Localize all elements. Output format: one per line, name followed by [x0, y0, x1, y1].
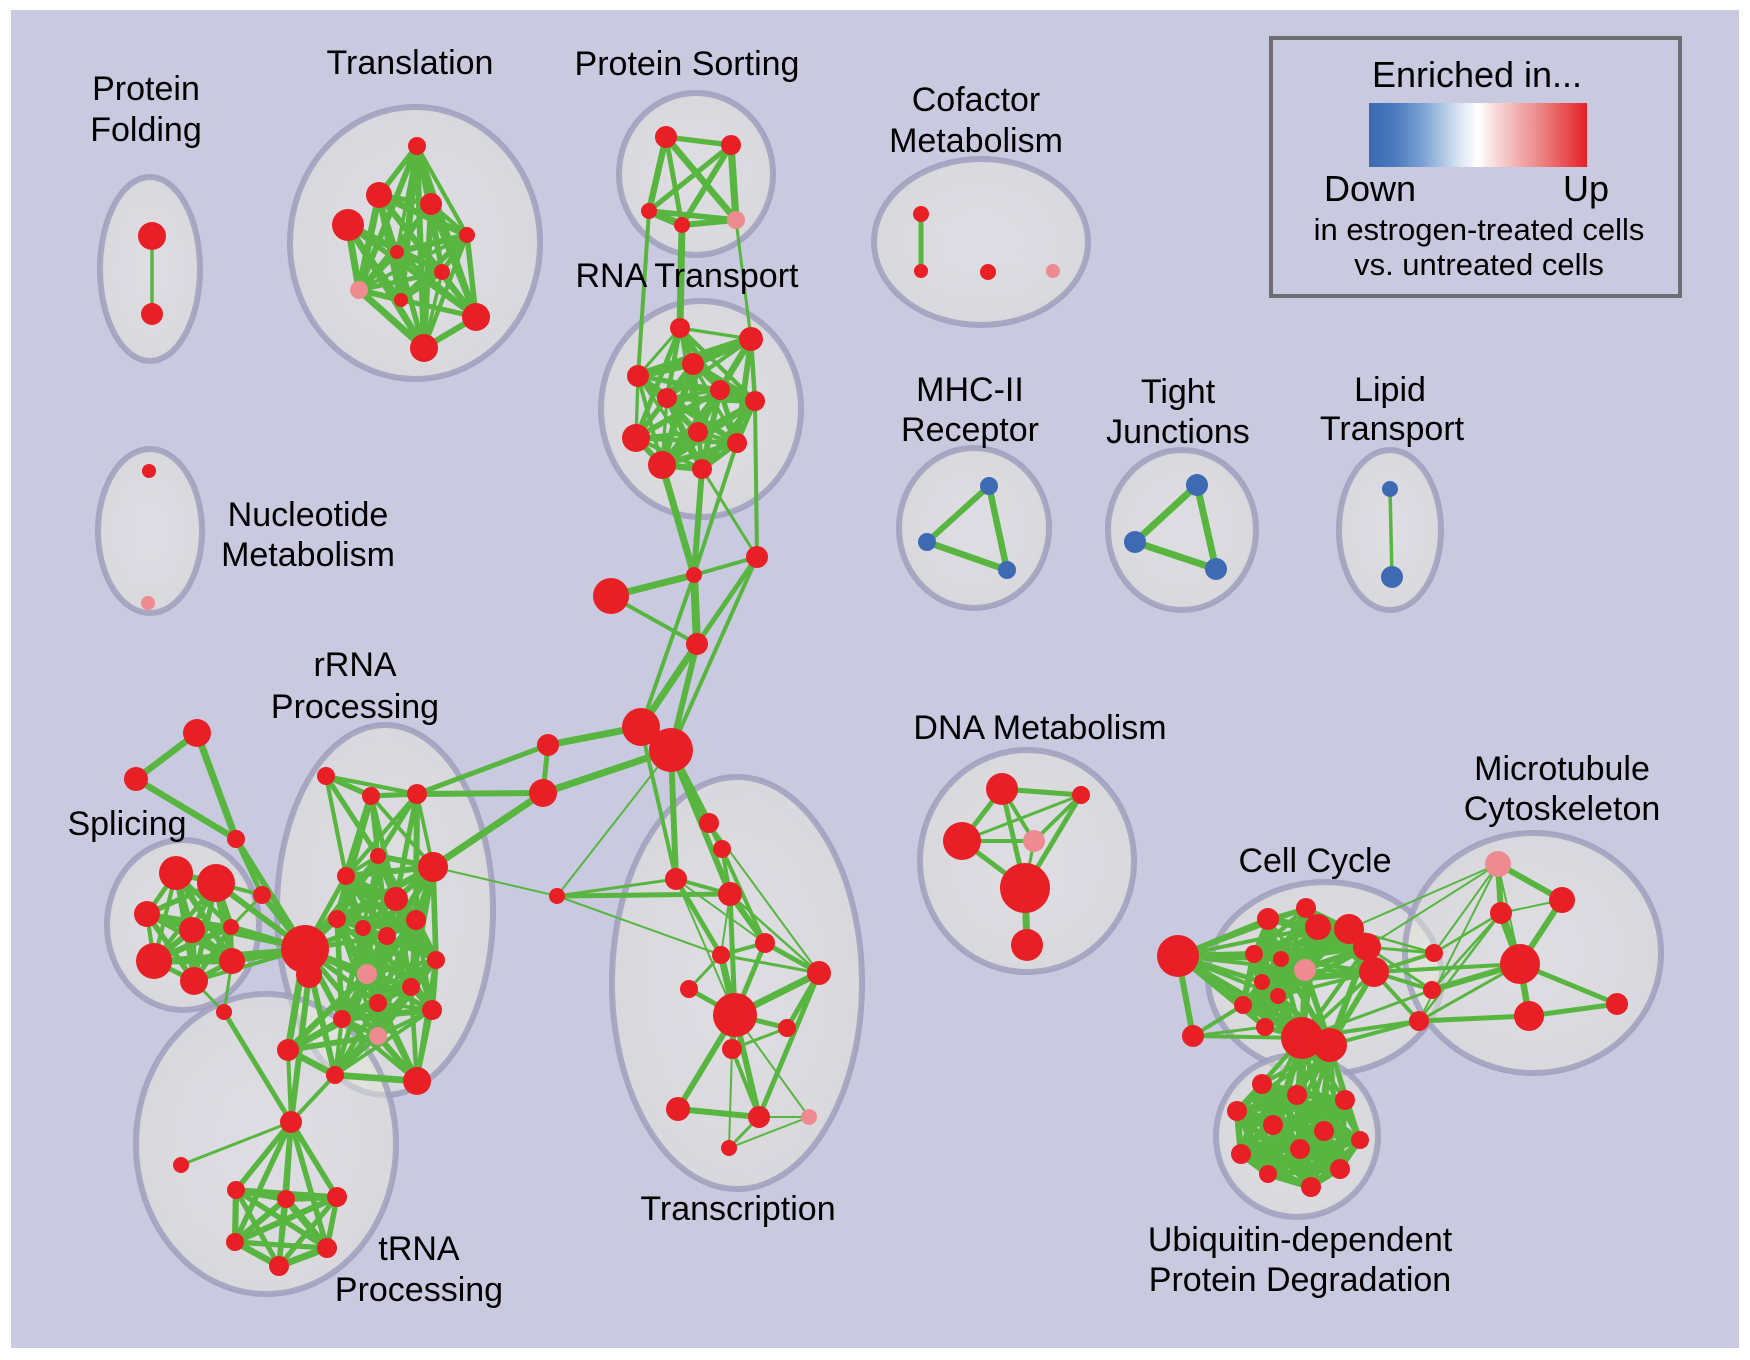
svg-text:Splicing: Splicing — [67, 805, 186, 843]
svg-text:in estrogen-treated cells: in estrogen-treated cells — [1314, 212, 1645, 247]
svg-text:vs. untreated cells: vs. untreated cells — [1354, 247, 1604, 282]
svg-text:Transport: Transport — [1320, 410, 1465, 448]
svg-text:Cell Cycle: Cell Cycle — [1238, 842, 1391, 880]
svg-text:MHC-II: MHC-II — [916, 371, 1024, 409]
svg-text:Protein Degradation: Protein Degradation — [1149, 1261, 1451, 1299]
svg-text:Nucleotide: Nucleotide — [228, 496, 389, 534]
svg-text:Down: Down — [1324, 168, 1416, 209]
svg-text:rRNA: rRNA — [313, 646, 396, 684]
svg-text:Enriched in...: Enriched in... — [1372, 54, 1582, 95]
svg-text:tRNA: tRNA — [378, 1230, 460, 1268]
svg-text:Translation: Translation — [327, 44, 494, 82]
svg-text:Tight: Tight — [1141, 373, 1216, 411]
svg-text:Ubiquitin-dependent: Ubiquitin-dependent — [1148, 1221, 1453, 1259]
svg-text:Metabolism: Metabolism — [221, 536, 395, 574]
svg-text:Processing: Processing — [335, 1271, 503, 1309]
svg-text:Receptor: Receptor — [901, 411, 1039, 449]
svg-text:DNA Metabolism: DNA Metabolism — [913, 709, 1166, 747]
svg-text:Processing: Processing — [271, 688, 439, 726]
svg-text:Metabolism: Metabolism — [889, 122, 1063, 160]
svg-text:Microtubule: Microtubule — [1474, 750, 1650, 788]
svg-text:Folding: Folding — [90, 111, 202, 149]
svg-text:Protein: Protein — [92, 70, 200, 108]
svg-text:Cofactor: Cofactor — [912, 81, 1041, 119]
svg-text:Cytoskeleton: Cytoskeleton — [1464, 790, 1661, 828]
svg-text:Protein Sorting: Protein Sorting — [575, 45, 800, 83]
svg-text:RNA Transport: RNA Transport — [576, 257, 800, 295]
svg-text:Lipid: Lipid — [1354, 371, 1426, 409]
svg-text:Transcription: Transcription — [640, 1190, 835, 1228]
svg-text:Up: Up — [1563, 168, 1609, 209]
svg-text:Junctions: Junctions — [1106, 413, 1250, 451]
